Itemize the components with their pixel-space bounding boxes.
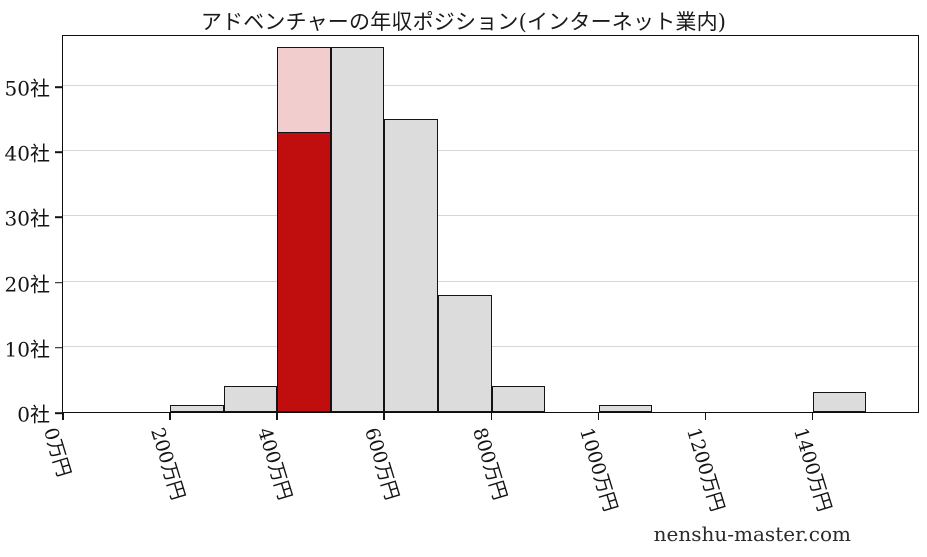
y-tick-mark-10 [55,347,62,349]
x-tick-label-1200: 1200万円 [681,425,729,515]
y-tick-label-50: 50社 [4,76,50,101]
x-tick-mark-600 [383,413,385,420]
gridline-y-40 [63,150,918,152]
y-tick-label-30: 30社 [4,206,50,231]
chart-title: アドベンチャーの年収ポジション(インターネット業内) [200,10,727,34]
gridline-y-30 [63,215,918,217]
y-tick-label-20: 20社 [4,272,50,297]
x-tick-label-600: 600万円 [360,425,404,503]
bar-400-500 [277,131,331,412]
y-tick-label-0: 0社 [17,402,50,427]
bar-1400-1500 [812,392,867,412]
bar-1000-1100 [598,405,653,412]
x-tick-mark-800 [490,413,493,420]
x-tick-label-400: 400万円 [253,425,297,503]
bar-800-900 [491,385,546,412]
gridline-y-50 [63,85,918,87]
bar-200-300 [170,405,224,412]
x-tick-mark-0 [62,413,64,420]
x-tick-mark-200 [169,413,171,420]
x-tick-mark-400 [276,413,278,420]
plot-area [62,35,919,413]
bar-300-400 [223,385,278,412]
y-tick-label-40: 40社 [4,141,50,166]
y-tick-mark-50 [55,86,62,88]
y-tick-mark-0 [55,412,62,414]
x-tick-label-0: 0万円 [39,425,75,480]
bar-700-800 [437,294,492,412]
bars-layer [63,36,918,412]
x-tick-label-800: 800万円 [467,425,511,503]
x-axis: 0万円 200万円 400万円 600万円 800万円 1000万円 1200万円 1400万… [39,413,919,543]
x-tick-label-200: 200万円 [146,425,190,503]
x-tick-mark-1400 [811,413,814,420]
y-tick-label-10: 10社 [4,337,50,362]
y-tick-mark-40 [55,151,62,154]
gridline-y-20 [63,280,918,282]
x-tick-label-1400: 1400万円 [789,425,836,515]
x-tick-mark-1000 [597,413,600,420]
y-axis: 0社 10社 20社 30社 40社 50社 [0,35,62,427]
bar-500-600 [330,47,385,412]
x-tick-label-1000: 1000万円 [574,425,622,515]
watermark: nenshu-master.com [653,522,851,546]
x-tick-mark-1200 [704,413,707,420]
bar-600-700 [384,118,438,412]
y-tick-mark-30 [55,216,62,219]
y-tick-mark-20 [55,281,62,284]
